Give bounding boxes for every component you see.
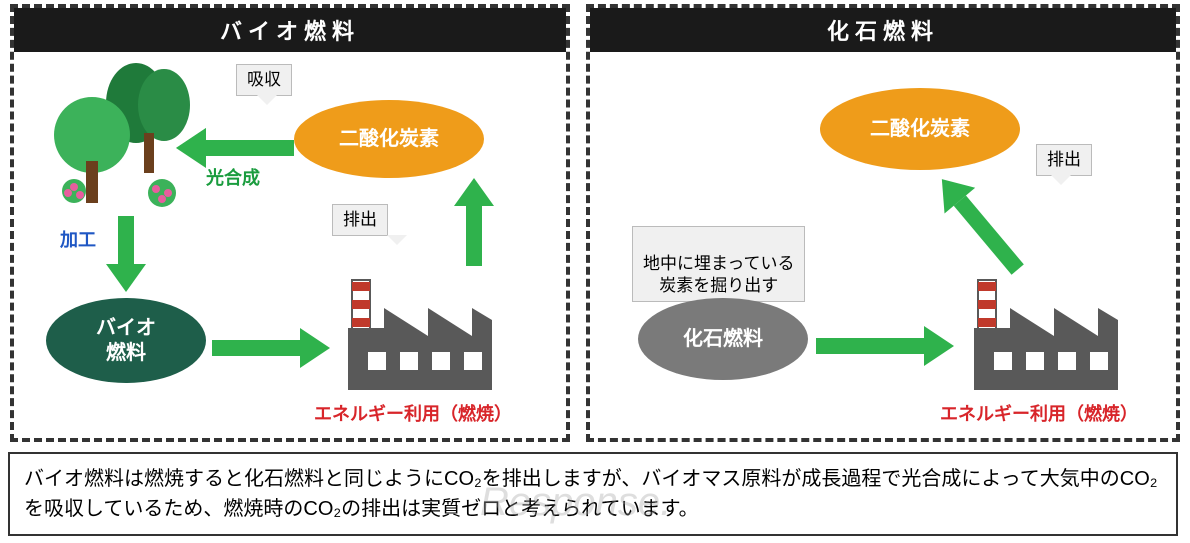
absorb-bubble: 吸収 <box>236 64 292 96</box>
emit-bubble-left-label: 排出 <box>343 210 377 229</box>
energy-label-right: エネルギー利用（燃焼） <box>940 400 1138 426</box>
factory-icon-right <box>964 260 1124 400</box>
fossil-ellipse: 化石燃料 <box>638 298 808 380</box>
arrow-plants-to-biofuel <box>106 216 146 296</box>
arrow-fossil-to-factory <box>816 326 956 366</box>
plants-icon <box>44 63 194 213</box>
process-label: 加工 <box>60 226 96 252</box>
arrow-biofuel-to-factory <box>212 328 332 368</box>
caption-box: バイオ燃料は燃焼すると化石燃料と同じようにCO₂を排出しますが、バイオマス原料が… <box>8 452 1178 536</box>
arrow-factory-to-co2 <box>454 178 494 268</box>
caption-text: バイオ燃料は燃焼すると化石燃料と同じようにCO₂を排出しますが、バイオマス原料が… <box>24 468 1158 520</box>
arrow-co2-to-plants <box>176 128 296 168</box>
dig-bubble: 地中に埋まっている 炭素を掘り出す <box>632 226 805 302</box>
dig-bubble-label: 地中に埋まっている 炭素を掘り出す <box>643 254 794 295</box>
emit-bubble-left: 排出 <box>332 204 388 236</box>
photosynthesis-label: 光合成 <box>206 164 260 190</box>
panel-fossil: 化石燃料 二酸化炭素 排出 .bubble[data-name="emit-bu… <box>586 4 1180 442</box>
energy-label-left: エネルギー利用（燃焼） <box>314 400 512 426</box>
co2-ellipse-left: 二酸化炭素 <box>294 100 484 178</box>
absorb-bubble-label: 吸収 <box>247 70 281 89</box>
panel-biofuel: バイオ燃料 加工 バイオ 燃料 <box>10 4 570 442</box>
biofuel-ellipse: バイオ 燃料 <box>46 298 206 383</box>
factory-icon-left <box>338 260 498 400</box>
panel-biofuel-title: バイオ燃料 <box>14 8 566 52</box>
panel-fossil-title: 化石燃料 <box>590 8 1176 52</box>
